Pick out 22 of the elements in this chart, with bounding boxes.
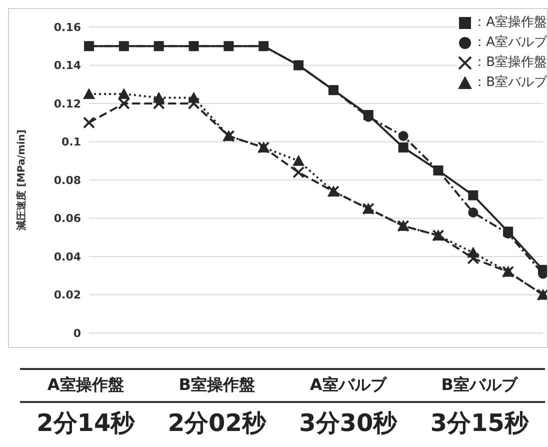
text: 2分02秒	[166, 408, 268, 439]
legend-label: ：B室バルブ	[473, 74, 547, 92]
y-tick-label: 0.12	[54, 97, 81, 110]
y-tick-label: 0.16	[54, 20, 82, 34]
y-tick-label: 0.02	[54, 288, 81, 302]
text: 3分15秒	[429, 408, 530, 439]
y-tick-label: 0.14	[54, 59, 82, 72]
legend-label: ：A室バルブ	[473, 34, 547, 52]
y-tick-label: 0.1	[62, 136, 81, 149]
y-tick-label: 0	[73, 326, 82, 340]
y-axis-title: 減圧速度 [MPa/min]	[16, 129, 28, 232]
y-tick-label: 0.04	[54, 250, 82, 264]
y-tick-label: 0.06	[54, 212, 82, 226]
text: B室バルブ	[440, 375, 520, 396]
text: A室バルブ	[308, 375, 388, 396]
text: B室操作盤	[178, 375, 256, 396]
text: 2分14秒	[36, 408, 136, 439]
text: A室操作盤	[46, 375, 125, 396]
y-tick-label: 0.08	[54, 174, 81, 187]
legend-label: ：B室操作盤	[473, 54, 547, 72]
text: 3分30秒	[298, 408, 398, 439]
legend-label: ：A室操作盤	[473, 14, 547, 32]
